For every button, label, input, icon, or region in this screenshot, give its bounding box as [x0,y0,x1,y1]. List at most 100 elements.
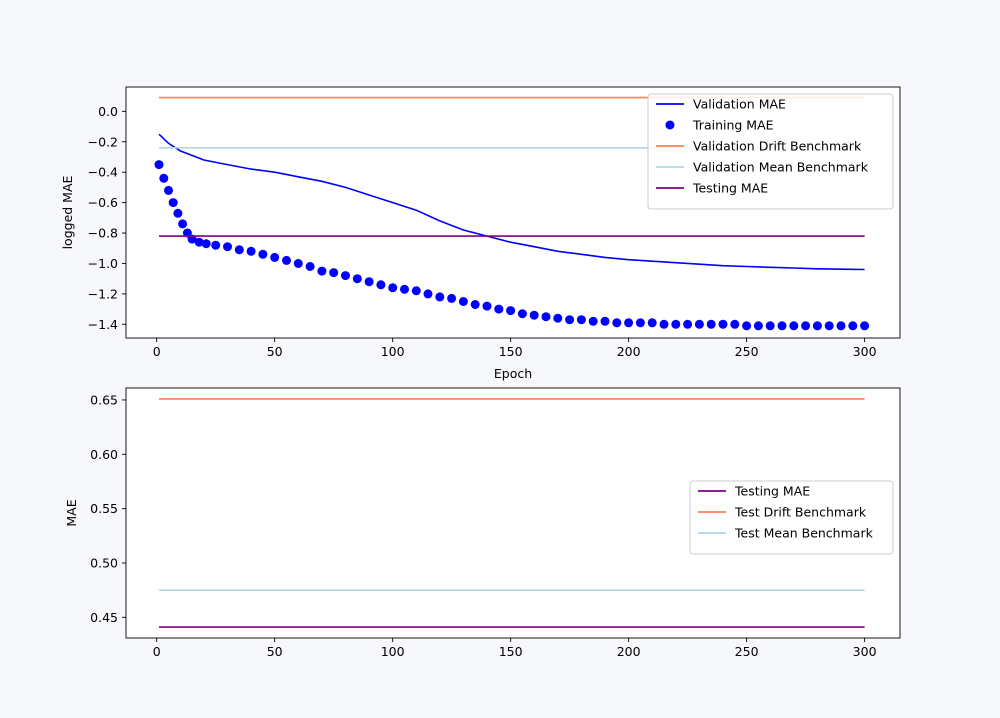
legend-label: Validation Mean Benchmark [693,160,869,175]
chart-panel-1: 0 50 100 150 200 250 300 0.0 −0.2 −0.4 −0.6 −0.8 −1.… [60,86,901,381]
legend: Validation MAE Training MAE Validation Dri… [647,93,894,210]
data-point [565,315,575,325]
x-tick-label: 50 [267,344,283,359]
y-axis-label: logged MAE [60,175,75,249]
data-point [173,208,183,218]
data-point [506,306,516,316]
data-point [400,284,409,294]
data-point [812,321,822,331]
legend-label: Test Mean Benchmark [734,526,874,541]
data-point [777,321,787,331]
data-point [470,300,480,309]
x-tick-label: 200 [617,644,641,659]
data-point [789,321,799,331]
data-point [376,280,386,290]
y-tick-label: −1.2 [88,286,118,301]
y-tick-label: 0.65 [90,392,118,407]
x-tick-label: 0 [153,344,161,359]
data-point [411,286,421,296]
series-training-mae [154,160,870,331]
data-point [553,313,563,323]
x-tick-label: 250 [735,344,759,359]
legend-label: Testing MAE [734,484,810,499]
data-point [164,185,173,195]
y-tick-label: −0.8 [88,226,118,241]
x-tick-label: 50 [267,644,283,659]
data-point [541,312,551,322]
data-point [494,304,504,314]
data-point [194,237,204,247]
data-point [234,245,244,255]
data-point [529,310,539,320]
y-tick-label: −1.0 [88,256,118,271]
data-point [659,319,669,329]
data-point [742,321,752,331]
x-tick-label: 0 [153,644,161,659]
data-point [517,309,527,319]
x-tick-label: 300 [853,344,877,359]
x-tick-label: 150 [499,644,523,659]
data-point [154,160,164,170]
data-point [305,262,315,271]
data-point [624,318,634,328]
data-point [168,198,178,208]
data-point [647,318,657,328]
data-point [824,321,834,331]
y-tick-label: 0.55 [90,501,118,516]
chart-panel-2: 0 50 100 150 200 250 300 0.45 0.50 0.55 0.60 0.65 MA… [64,387,901,659]
x-tick-label: 150 [499,344,523,359]
legend: Testing MAE Test Drift Benchmark Test Mean… [689,480,894,555]
data-point [341,271,350,281]
data-point [730,319,740,329]
data-point [282,255,291,265]
data-point [612,318,622,328]
data-point [458,297,468,306]
data-point [635,318,645,328]
data-point [753,321,763,331]
y-tick-label: −0.6 [88,195,118,210]
data-point [801,321,811,331]
data-point [576,315,586,325]
data-point [270,252,280,262]
data-point [671,319,681,329]
data-point [329,268,339,278]
x-tick-label: 100 [381,644,405,659]
axes-frame [125,387,901,639]
legend-label: Training MAE [692,118,774,133]
x-tick-label: 100 [381,344,405,359]
legend-label: Validation MAE [693,97,786,112]
y-tick-label: −0.4 [88,165,118,180]
data-point [258,249,268,259]
data-point [223,242,232,252]
data-point [293,259,303,268]
y-tick-label: 0.50 [90,556,118,571]
data-point [765,321,775,331]
data-point [694,319,704,329]
data-point [159,173,169,183]
legend-marker [665,120,675,130]
data-point [211,240,221,250]
legend-label: Testing MAE [692,181,768,196]
data-point [706,319,716,329]
data-point [182,228,192,238]
series-line-validation-mae [158,133,865,271]
data-point [201,239,211,249]
data-point [718,319,728,329]
data-point [435,292,445,302]
data-point [178,219,188,229]
y-axis-label: MAE [64,499,79,526]
data-point [423,289,433,299]
data-point [246,246,256,256]
legend-label: Validation Drift Benchmark [693,139,862,154]
y-tick-label: 0.45 [90,610,118,625]
axes-frame [125,86,901,339]
data-point [482,301,492,311]
data-point [683,319,693,329]
data-point [588,316,598,326]
y-tick-label: −0.2 [88,134,118,149]
legend-box [647,93,894,210]
y-tick-label: −1.4 [88,317,118,332]
x-tick-label: 250 [735,644,759,659]
legend-label: Test Drift Benchmark [734,505,867,520]
